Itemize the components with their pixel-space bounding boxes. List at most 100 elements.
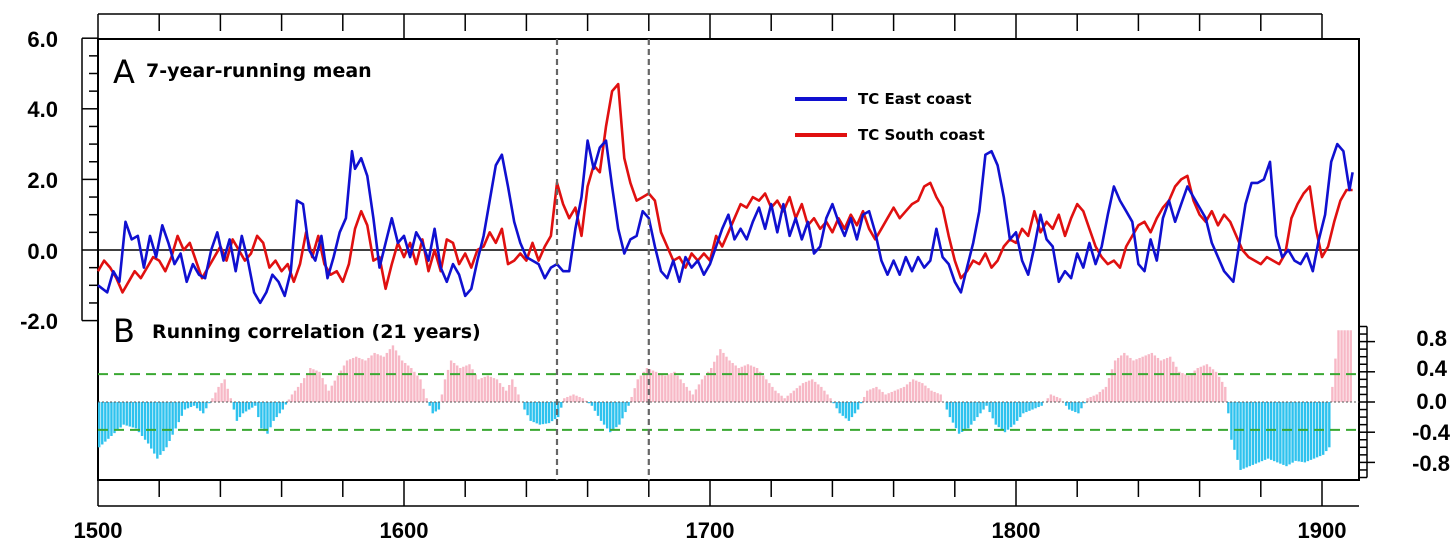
correlation-bar: [856, 402, 860, 410]
correlation-bar: [367, 357, 370, 402]
correlation-bar: [661, 374, 664, 402]
correlation-bar: [1107, 378, 1111, 402]
correlation-bar: [905, 384, 909, 402]
correlation-bar: [997, 402, 1001, 428]
correlation-bar: [982, 402, 985, 410]
correlation-bar: [284, 402, 288, 405]
correlation-bar: [706, 371, 710, 402]
correlation-bar: [1181, 373, 1184, 402]
correlation-bar: [685, 386, 688, 402]
correlation-bar: [492, 378, 496, 402]
correlation-bar: [893, 390, 896, 402]
correlation-bar: [443, 379, 447, 402]
correlation-bar: [1175, 366, 1178, 402]
correlation-bar: [1025, 402, 1028, 413]
correlation-bar: [752, 366, 756, 402]
correlation-bar: [710, 368, 713, 402]
correlation-bar: [238, 402, 242, 418]
correlation-bar: [780, 395, 783, 402]
correlation-bar: [768, 383, 771, 402]
correlation-bar: [143, 402, 147, 440]
correlation-bar: [275, 402, 278, 418]
correlation-bar: [263, 402, 266, 432]
correlation-bar: [703, 375, 707, 402]
correlation-bar: [967, 402, 970, 429]
correlation-bar: [1104, 386, 1108, 402]
correlation-bar: [315, 370, 318, 402]
correlation-bar: [771, 386, 774, 402]
correlation-bar: [501, 386, 505, 402]
correlation-bar: [296, 386, 300, 402]
x-tick-label: 1500: [74, 518, 123, 543]
correlation-bar: [171, 402, 174, 435]
correlation-bar: [820, 386, 823, 402]
correlation-bar: [241, 402, 245, 414]
correlation-bar: [557, 402, 560, 418]
correlation-bar: [639, 375, 643, 402]
correlation-bar: [299, 383, 303, 402]
correlation-bar: [400, 360, 404, 402]
correlation-bar: [1297, 402, 1300, 462]
correlation-bar: [293, 390, 297, 402]
correlation-bar: [1178, 371, 1181, 402]
correlation-bar: [1254, 402, 1258, 464]
x-tick-label: 1700: [686, 518, 735, 543]
correlation-bar: [985, 402, 988, 406]
correlation-bar: [1144, 355, 1147, 402]
correlation-bar: [1159, 360, 1163, 402]
correlation-bar: [192, 402, 196, 406]
correlation-bar: [229, 398, 232, 402]
correlation-bar: [177, 402, 180, 423]
correlation-bar: [529, 402, 532, 421]
correlation-bar: [1116, 357, 1120, 402]
correlation-bar: [1340, 330, 1343, 402]
correlation-bar: [908, 381, 912, 402]
correlation-bar: [918, 381, 921, 402]
correlation-bar: [798, 385, 802, 402]
correlation-bar: [1208, 366, 1212, 402]
correlation-bar: [694, 389, 698, 402]
correlation-bar: [835, 402, 838, 409]
correlation-bar: [446, 369, 450, 402]
correlation-bar: [110, 402, 113, 436]
correlation-bar: [1046, 398, 1049, 402]
correlation-bar: [823, 390, 826, 402]
correlation-bar: [829, 398, 832, 402]
correlation-bar: [1334, 358, 1337, 402]
panel-b-title: Running correlation (21 years): [152, 321, 481, 343]
correlation-bar: [1162, 359, 1166, 402]
correlation-bar: [150, 402, 153, 449]
correlation-bar: [612, 402, 615, 430]
correlation-bar: [440, 394, 444, 402]
correlation-bar: [1064, 402, 1068, 406]
correlation-bar: [814, 381, 817, 402]
correlation-bar: [180, 402, 184, 416]
correlation-bar: [324, 384, 327, 402]
correlation-bar: [318, 371, 321, 402]
correlation-bar: [1269, 402, 1273, 460]
correlation-bar: [146, 402, 150, 444]
correlation-bar: [281, 402, 284, 410]
correlation-bar: [1074, 402, 1077, 413]
correlation-bar: [1101, 389, 1105, 402]
correlation-bar: [939, 394, 942, 402]
correlation-bar: [195, 402, 199, 409]
correlation-bar: [202, 402, 205, 414]
correlation-bar: [269, 402, 272, 428]
correlation-bar: [266, 402, 269, 434]
correlation-bar: [1263, 402, 1267, 460]
correlation-bar: [679, 379, 682, 402]
correlation-bar: [1291, 402, 1294, 463]
correlation-bars: [98, 330, 1352, 470]
correlation-bar: [1153, 355, 1157, 402]
correlation-bar: [1080, 402, 1083, 409]
correlation-bar: [1294, 402, 1297, 461]
correlation-bar: [272, 402, 275, 421]
correlation-bar: [104, 402, 107, 442]
correlation-bar: [462, 366, 465, 402]
correlation-bar: [569, 395, 572, 402]
correlation-bar: [746, 364, 750, 402]
correlation-bar: [832, 402, 835, 404]
panel-b-letter: B: [113, 312, 135, 350]
correlation-bar: [306, 373, 309, 402]
